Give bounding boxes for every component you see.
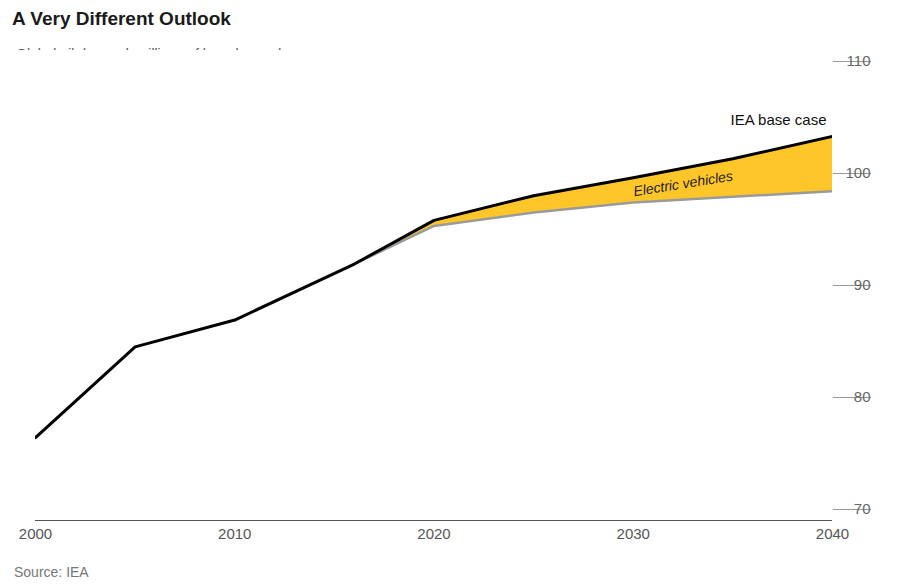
svg-text:2010: 2010 — [218, 525, 251, 542]
svg-text:70: 70 — [854, 500, 871, 517]
svg-text:Electric vehicles: Electric vehicles — [632, 168, 734, 200]
svg-text:100: 100 — [845, 164, 870, 181]
svg-text:IEA base case: IEA base case — [731, 111, 827, 128]
html-text:Source: IEA: Source: IEA — [14, 564, 89, 580]
html-text:A Very Different Outlook: A Very Different Outlook — [12, 8, 231, 29]
svg-text:2020: 2020 — [417, 525, 450, 542]
svg-text:2030: 2030 — [617, 525, 650, 542]
html-text:Global oil demand, millions of: Global oil demand, millions of barrels p… — [16, 46, 297, 62]
svg-text:80: 80 — [854, 388, 871, 405]
svg-text:90: 90 — [854, 276, 871, 293]
svg-text:110: 110 — [847, 52, 871, 69]
svg-text:2040: 2040 — [816, 525, 849, 542]
svg-text:2000: 2000 — [19, 525, 52, 542]
